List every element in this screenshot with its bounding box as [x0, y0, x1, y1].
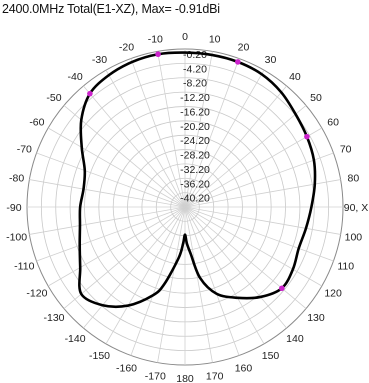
ring-tick-label: -4.20 — [183, 63, 207, 75]
grid-spoke — [36, 206, 186, 262]
series-group — [78, 51, 317, 309]
angle-tick-label: -130 — [44, 312, 65, 324]
grid-spoke — [63, 206, 186, 309]
grid-spoke — [184, 58, 240, 208]
markers-group — [87, 51, 310, 292]
angle-tick-label: -120 — [26, 288, 47, 300]
grid-spoke — [184, 206, 213, 363]
grid-spoke — [184, 206, 240, 356]
ring-tick-label: -32.20 — [180, 164, 210, 176]
data-marker — [155, 51, 161, 58]
angle-tick-label: -140 — [65, 333, 86, 345]
data-marker — [87, 90, 93, 97]
angle-tick-label: 50 — [310, 92, 322, 104]
angle-tick-label: 80 — [348, 172, 360, 184]
angle-tick-label: -150 — [89, 350, 110, 362]
chart-title: 2400.0MHz Total(E1-XZ), Max= -0.91dBi — [2, 2, 220, 16]
angle-tick-label: 110 — [337, 260, 354, 272]
angle-tick-label: 90, X — [344, 202, 369, 214]
grid-spoke — [184, 206, 341, 235]
ring-tick-label: -12.20 — [180, 92, 210, 104]
data-marker — [279, 285, 285, 292]
ring-tick-label: -8.20 — [183, 78, 207, 90]
angle-tick-label: 10 — [209, 34, 221, 46]
ring-tick-label: -20.20 — [180, 121, 210, 133]
angle-tick-label: -40 — [67, 71, 82, 83]
grid-spoke — [47, 127, 186, 208]
grid-spokes — [27, 49, 343, 365]
angle-tick-label: -70 — [17, 144, 32, 156]
angle-tick-label: -110 — [14, 260, 34, 272]
angle-tick-label: 70 — [340, 144, 352, 156]
angle-tick-label: 170 — [206, 370, 224, 382]
angle-tick-label: 180 — [176, 373, 194, 383]
grid-spoke — [36, 152, 186, 208]
angle-tick-label: -30 — [92, 54, 107, 66]
angle-tick-label: 60 — [327, 117, 339, 129]
grid-spoke — [184, 206, 265, 345]
angle-tick-label: -170 — [145, 370, 166, 382]
angle-tick-label: -10 — [148, 34, 163, 46]
grid-spoke — [157, 206, 186, 363]
grid-spoke — [105, 69, 186, 208]
angle-tick-label: 120 — [324, 288, 342, 300]
grid-spoke — [83, 206, 186, 329]
grid-spoke — [29, 179, 186, 208]
angle-tick-label: -20 — [119, 41, 134, 53]
ring-tick-label: -16.20 — [180, 106, 210, 118]
series-line — [78, 51, 317, 309]
grid-spoke — [105, 206, 186, 345]
grid-spoke — [83, 85, 186, 208]
angle-tick-label: 40 — [289, 71, 301, 83]
grid-spoke — [184, 51, 213, 208]
data-marker — [304, 133, 310, 140]
grid-spoke — [29, 206, 186, 235]
grid-spoke — [184, 206, 307, 309]
grid-spoke — [184, 152, 334, 208]
grid-spoke — [157, 51, 186, 208]
angle-tick-label: 160 — [235, 363, 253, 375]
ring-tick-label: -24.20 — [180, 135, 210, 147]
angle-tick-label: 150 — [262, 350, 280, 362]
angle-tick-label: 140 — [286, 333, 304, 345]
angle-tick-label: 20 — [238, 41, 250, 53]
grid-spoke — [130, 58, 186, 208]
angle-tick-label: -80 — [9, 172, 24, 184]
angle-tick-label: -90 — [6, 202, 21, 214]
ring-tick-label: -40.20 — [180, 193, 210, 205]
ring-tick-label: -36.20 — [180, 178, 210, 190]
angle-tick-label: 130 — [307, 312, 325, 324]
grid-spoke — [184, 206, 287, 329]
ring-labels: -0.20-4.20-8.20-12.20-16.20-20.20-24.20-… — [180, 49, 210, 205]
angle-tick-label: 30 — [265, 54, 277, 66]
grid-spoke — [184, 206, 334, 262]
angle-tick-label: -100 — [6, 232, 27, 244]
angle-tick-label: 0 — [182, 31, 188, 43]
angle-tick-label: -60 — [29, 117, 44, 129]
angle-tick-label: 100 — [345, 232, 363, 244]
ring-tick-label: -28.20 — [180, 150, 210, 162]
angle-tick-label: -160 — [116, 363, 137, 375]
grid-spoke — [184, 85, 287, 208]
grid-spoke — [130, 206, 186, 356]
grid-spoke — [47, 206, 186, 287]
grid-spoke — [184, 105, 307, 208]
data-marker — [235, 59, 241, 65]
grid-spoke — [184, 206, 323, 287]
angle-tick-label: -50 — [46, 92, 61, 104]
grid-spoke — [184, 127, 323, 208]
grid-spoke — [63, 105, 186, 208]
grid-spoke — [184, 69, 265, 208]
